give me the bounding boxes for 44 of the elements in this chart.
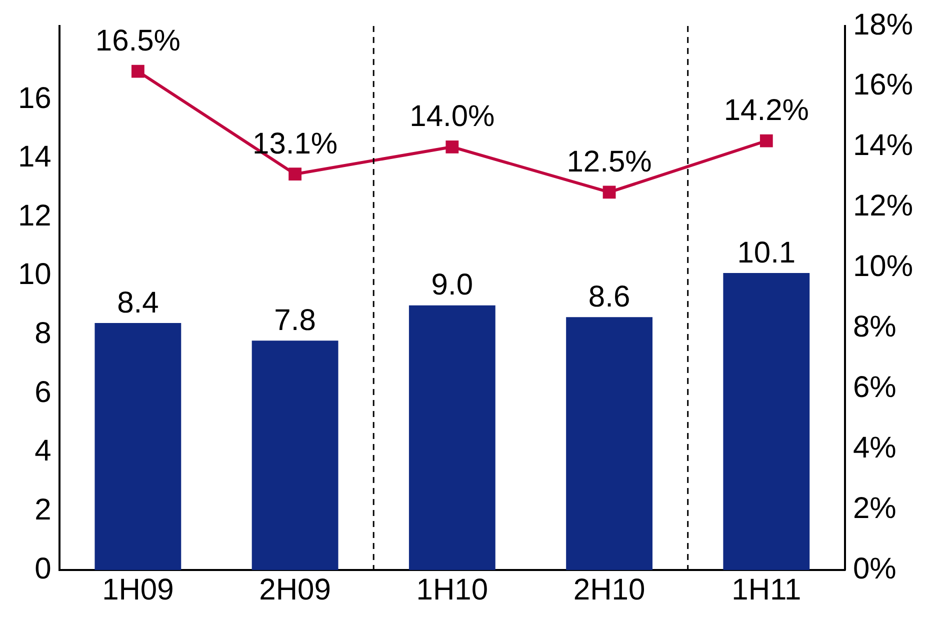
- y2-tick-label: 10%: [852, 250, 914, 284]
- y-tick-label: 8: [34, 317, 52, 350]
- bar: [723, 273, 810, 570]
- x-tick-label: 1H10: [416, 573, 488, 606]
- bar: [566, 317, 652, 570]
- x-tick-label: 2H09: [259, 573, 331, 606]
- data-label: 14.2%: [724, 94, 809, 128]
- data-label: 14.0%: [410, 100, 495, 134]
- y2-tick-label: 18%: [852, 8, 914, 42]
- point: [288, 168, 302, 181]
- bar: [408, 305, 496, 570]
- x-tick-label: 1H09: [102, 573, 174, 606]
- y-tick-label: 12: [18, 199, 52, 232]
- data-label: 8.6: [588, 280, 630, 314]
- y-tick-label: 4: [34, 434, 52, 468]
- y2-tick-label: 2%: [852, 492, 896, 525]
- point: [446, 140, 459, 154]
- y2-tick-label: 14%: [852, 129, 914, 162]
- y-tick-label: 14: [18, 140, 52, 174]
- y2-tick-label: 8%: [852, 310, 896, 344]
- data-label: 10.1: [737, 236, 796, 270]
- data-label: 12.5%: [566, 145, 652, 178]
- x-tick-label: 1H11: [732, 573, 802, 606]
- data-label: 7.8: [274, 304, 316, 337]
- y-tick-label: 16: [18, 82, 52, 115]
- y-tick-label: 10: [18, 258, 52, 292]
- y2-tick-label: 6%: [852, 370, 896, 404]
- y-tick-label: 6: [34, 376, 52, 409]
- y2-tick-label: 4%: [852, 431, 896, 464]
- y-tick-label: 0: [34, 552, 52, 586]
- data-label: 16.5%: [95, 24, 180, 58]
- y2-tick-label: 12%: [852, 190, 914, 223]
- data-label: 9.0: [431, 268, 474, 302]
- point: [131, 64, 144, 78]
- y2-tick-label: 16%: [852, 68, 914, 102]
- bar: [94, 322, 182, 570]
- data-label: 8.4: [117, 286, 159, 320]
- data-label: 13.1%: [252, 127, 338, 160]
- bar: [252, 340, 338, 570]
- point: [760, 134, 773, 148]
- y-tick-label: 2: [34, 493, 52, 526]
- point: [602, 186, 616, 199]
- y2-tick-label: 0%: [852, 552, 896, 586]
- x-tick-label: 2H10: [573, 573, 646, 606]
